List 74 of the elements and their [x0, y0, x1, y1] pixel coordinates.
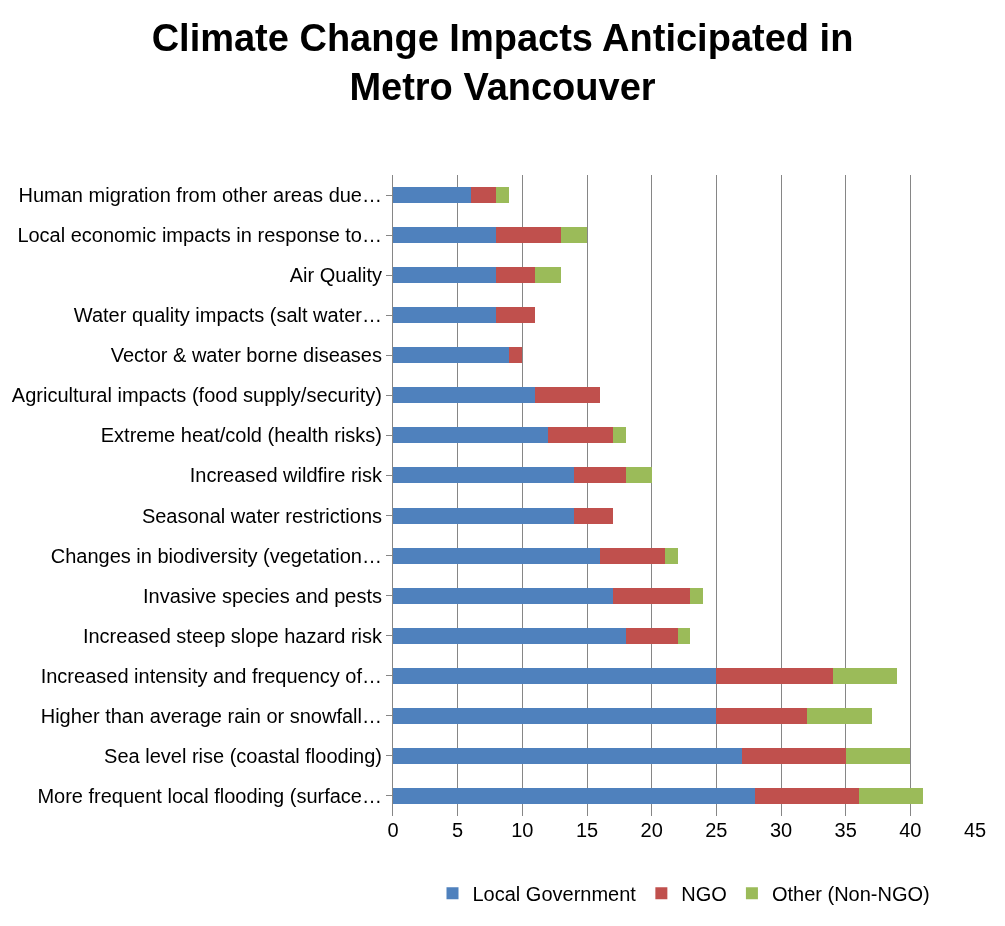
bar — [393, 707, 717, 724]
legend-label: Local Government — [472, 882, 637, 905]
x-tick-label: 15 — [575, 819, 599, 841]
y-tick-label: Seasonal water restrictions — [141, 504, 382, 527]
bar — [845, 747, 911, 764]
bar — [535, 387, 600, 404]
bar — [496, 307, 536, 324]
bar — [393, 187, 471, 204]
bar — [535, 267, 562, 284]
x-tick-label: 45 — [963, 819, 987, 841]
bar — [625, 467, 652, 484]
bar — [509, 347, 523, 364]
bar — [393, 627, 626, 644]
y-tick-label: Air Quality — [289, 264, 382, 287]
bar — [548, 427, 613, 444]
y-tick-label: More frequent local flooding (surface… — [37, 784, 382, 807]
bar — [393, 587, 613, 604]
bar — [574, 507, 613, 524]
bar — [393, 667, 717, 684]
x-tick-label: 35 — [834, 819, 857, 841]
legend-label: NGO — [681, 882, 727, 905]
bar — [690, 587, 704, 604]
y-tick-label: Invasive species and pests — [142, 584, 382, 607]
bar — [832, 667, 898, 684]
bar — [612, 427, 626, 444]
bar — [393, 427, 549, 444]
bar — [716, 667, 833, 684]
bar — [561, 227, 587, 244]
bar — [806, 707, 872, 724]
x-tick-label: 10 — [511, 819, 534, 841]
bar — [664, 547, 678, 564]
bar — [393, 547, 600, 564]
x-tick-label: 25 — [705, 819, 728, 841]
bar — [393, 307, 497, 324]
bar — [393, 467, 575, 484]
y-tick-label: Changes in biodiversity (vegetation… — [50, 544, 382, 567]
bar — [574, 467, 626, 484]
bar — [742, 747, 846, 764]
x-tick-label: 0 — [387, 819, 399, 841]
bar — [393, 387, 536, 404]
x-tick-label: 40 — [899, 819, 922, 841]
y-tick-label: Agricultural impacts (food supply/security) — [11, 384, 382, 407]
y-tick-label: Increased steep slope hazard risk — [82, 624, 383, 647]
y-tick-label: Higher than average rain or snowfall… — [40, 704, 382, 727]
bar — [470, 187, 497, 204]
bar — [393, 747, 743, 764]
bar — [393, 267, 497, 284]
y-tick-label: Water quality impacts (salt water… — [73, 304, 382, 327]
legend-label: Other (Non-NGO) — [771, 882, 930, 905]
bar — [625, 627, 678, 644]
x-tick-label: 20 — [640, 819, 663, 841]
y-tick-label: Vector & water borne diseases — [110, 344, 382, 367]
x-tick-label: 30 — [769, 819, 793, 841]
bar — [393, 347, 510, 364]
y-tick-label: Local economic impacts in response to… — [17, 224, 382, 247]
y-tick-label: Increased intensity and frequency of… — [40, 664, 382, 687]
bar — [716, 707, 807, 724]
bar — [755, 787, 859, 804]
y-tick-label: Human migration from other areas due… — [18, 184, 382, 207]
x-tick-label: 5 — [452, 819, 464, 841]
bar — [496, 187, 510, 204]
bar — [677, 627, 691, 644]
y-tick-label: Sea level rise (coastal flooding) — [104, 744, 382, 767]
chart-title: Climate Change Impacts Anticipated in Metro Vancouver — [151, 16, 854, 109]
bar — [496, 227, 562, 244]
bar — [858, 787, 924, 804]
bar — [612, 587, 691, 604]
y-tick-label: Extreme heat/cold (health risks) — [100, 424, 382, 447]
bar — [599, 547, 665, 564]
y-tick-label: Increased wildfire risk — [189, 464, 383, 487]
bar — [393, 507, 575, 524]
bar — [496, 267, 536, 284]
bar — [393, 787, 756, 804]
bar — [393, 227, 497, 244]
